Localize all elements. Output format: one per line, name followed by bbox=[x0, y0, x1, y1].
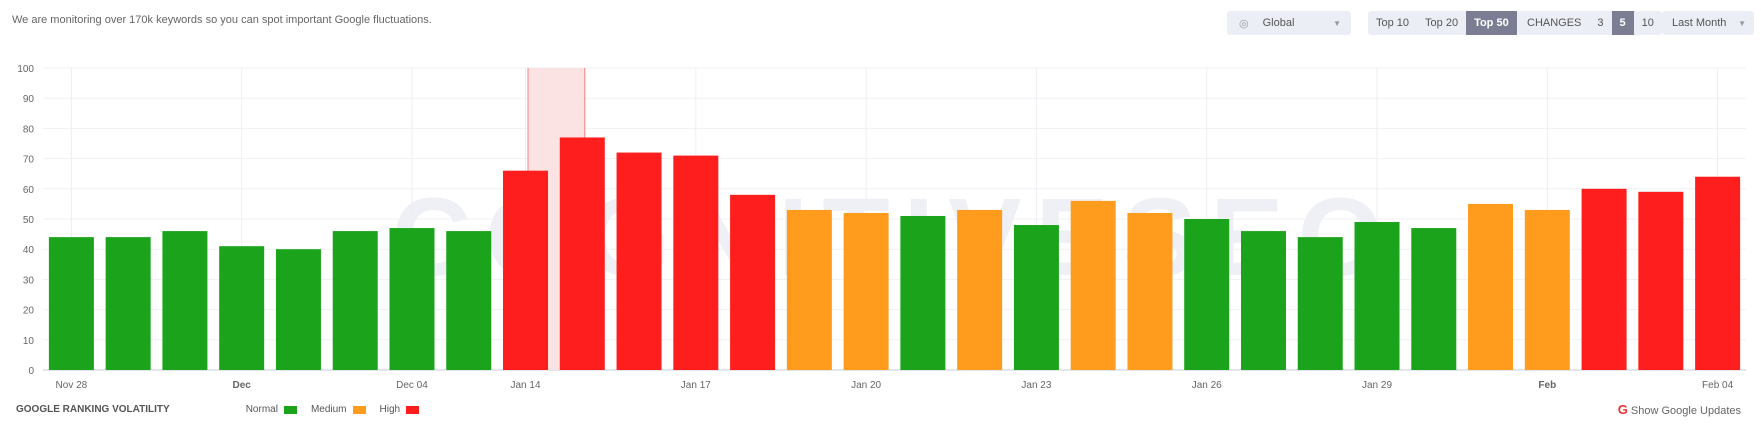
bar-jan-31 bbox=[1468, 203, 1514, 370]
x-tick-label: Feb bbox=[1538, 380, 1556, 391]
legend-medium-swatch bbox=[352, 405, 366, 414]
y-tick-label: 60 bbox=[23, 185, 35, 196]
changes-selector: CHANGES 3 5 10 bbox=[1517, 11, 1662, 35]
bar-jan-22 bbox=[957, 209, 1003, 370]
bar-nov-28 bbox=[48, 237, 94, 370]
changes-label: CHANGES bbox=[1527, 17, 1582, 29]
x-tick-label: Jan 26 bbox=[1192, 380, 1222, 391]
region-dropdown[interactable]: ◎ Global ▼ bbox=[1227, 11, 1351, 35]
top-10-button[interactable]: Top 10 bbox=[1376, 17, 1410, 29]
x-tick-label: Jan 23 bbox=[1021, 380, 1051, 391]
bar-feb-01 bbox=[1524, 209, 1570, 370]
bar-jan-27 bbox=[1240, 231, 1286, 370]
bar-jan-17 bbox=[673, 155, 719, 370]
bar-jan-14 bbox=[503, 170, 549, 370]
bar-jan-25 bbox=[1127, 212, 1173, 370]
bar-jan-15 bbox=[559, 137, 605, 370]
y-tick-label: 80 bbox=[23, 124, 35, 135]
y-tick-label: 0 bbox=[28, 366, 34, 377]
globe-icon: ◎ bbox=[1239, 17, 1249, 30]
x-tick-label: Jan 29 bbox=[1362, 380, 1392, 391]
bar-dec-03 bbox=[332, 231, 378, 370]
changes-10-button[interactable]: 10 bbox=[1641, 17, 1654, 29]
period-value: Last Month bbox=[1672, 17, 1727, 29]
bar-jan-20 bbox=[843, 212, 889, 370]
y-tick-label: 30 bbox=[23, 275, 35, 286]
bar-nov-29 bbox=[105, 237, 151, 370]
legend-high: High bbox=[379, 404, 401, 415]
chevron-down-icon: ▼ bbox=[1738, 18, 1746, 28]
bar-dec-04 bbox=[389, 228, 435, 370]
show-google-updates-link[interactable]: G Show Google Updates bbox=[1618, 402, 1741, 417]
top-20-button[interactable]: Top 20 bbox=[1425, 17, 1459, 29]
bar-jan-23 bbox=[1013, 225, 1059, 370]
y-tick-label: 50 bbox=[23, 215, 35, 226]
chevron-down-icon: ▼ bbox=[1333, 18, 1341, 28]
bar-jan-16 bbox=[616, 152, 662, 370]
x-tick-label: Feb 04 bbox=[1702, 380, 1734, 391]
bar-feb-03 bbox=[1638, 191, 1684, 370]
x-tick-label: Jan 14 bbox=[511, 380, 541, 391]
google-icon: G bbox=[1617, 402, 1628, 417]
top-selector: Top 10 Top 20 Top 50 bbox=[1368, 11, 1517, 35]
y-tick-label: 20 bbox=[23, 306, 35, 317]
bar-jan-26 bbox=[1184, 219, 1230, 370]
bar-nov-30 bbox=[162, 231, 208, 370]
y-tick-label: 10 bbox=[23, 336, 35, 347]
y-tick-label: 100 bbox=[17, 64, 34, 75]
bar-jan-21 bbox=[900, 215, 946, 370]
top-50-button[interactable]: Top 50 bbox=[1466, 11, 1517, 35]
show-updates-label: Show Google Updates bbox=[1630, 405, 1741, 417]
bar-feb-04 bbox=[1695, 176, 1741, 370]
x-tick-label: Jan 20 bbox=[851, 380, 881, 391]
x-tick-label: Dec 04 bbox=[396, 380, 428, 391]
x-tick-label: Dec bbox=[233, 380, 252, 391]
x-tick-label: Jan 17 bbox=[681, 380, 711, 391]
y-tick-label: 70 bbox=[23, 155, 35, 166]
bar-jan-24 bbox=[1070, 200, 1116, 370]
changes-3-button[interactable]: 3 bbox=[1597, 17, 1604, 29]
bar-dec-01 bbox=[219, 246, 265, 370]
y-tick-label: 40 bbox=[23, 245, 35, 256]
changes-5-button[interactable]: 5 bbox=[1611, 11, 1634, 35]
legend-normal-swatch bbox=[283, 405, 297, 414]
legend-medium: Medium bbox=[310, 404, 347, 415]
bar-jan-18 bbox=[730, 194, 776, 370]
bar-jan-30 bbox=[1411, 228, 1457, 370]
y-tick-label: 90 bbox=[23, 94, 35, 105]
intro-text: We are monitoring over 170k keywords so … bbox=[12, 14, 432, 26]
bar-jan-19 bbox=[786, 209, 832, 370]
legend-title: GOOGLE RANKING VOLATILITY bbox=[16, 404, 170, 415]
legend: GOOGLE RANKING VOLATILITY Normal Medium … bbox=[16, 404, 427, 415]
bar-dec-05 bbox=[446, 231, 492, 370]
bar-jan-29 bbox=[1354, 222, 1400, 370]
legend-normal: Normal bbox=[245, 404, 278, 415]
x-tick-label: Nov 28 bbox=[56, 380, 88, 391]
bar-jan-28 bbox=[1297, 237, 1343, 370]
legend-high-swatch bbox=[406, 405, 420, 414]
period-dropdown[interactable]: Last Month ▼ bbox=[1662, 11, 1754, 35]
bar-feb-02 bbox=[1581, 188, 1627, 370]
region-value: Global bbox=[1262, 17, 1295, 29]
bar-dec-02 bbox=[275, 249, 321, 370]
